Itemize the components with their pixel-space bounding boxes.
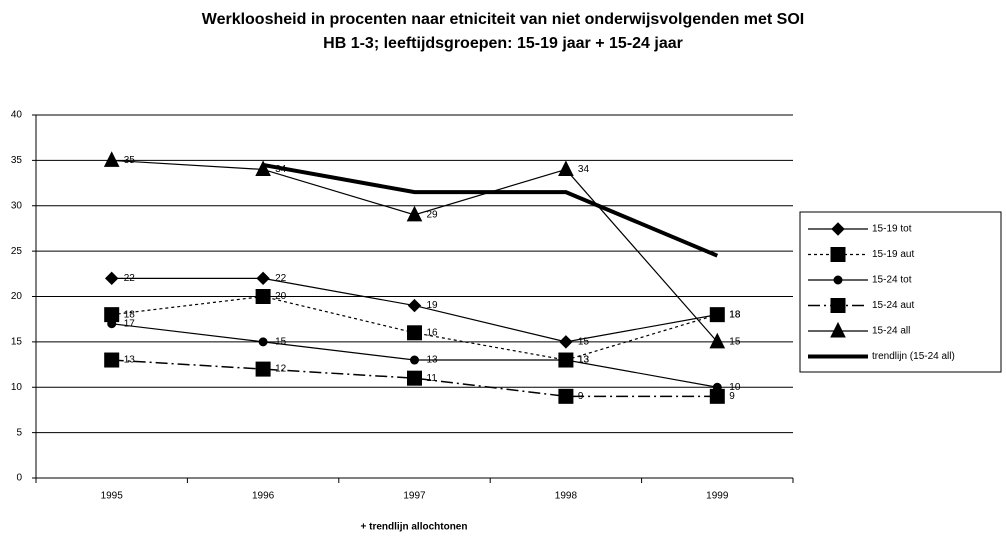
legend-box xyxy=(799,211,1002,373)
x-tick-label: 1999 xyxy=(706,491,729,502)
data-label: 13 xyxy=(578,355,590,366)
data-point xyxy=(709,388,725,404)
data-point xyxy=(255,160,271,176)
data-point xyxy=(255,361,271,377)
data-point xyxy=(104,352,120,368)
data-point xyxy=(407,298,422,313)
data-point xyxy=(407,325,422,341)
legend-marker xyxy=(831,222,845,236)
y-tick-label: 15 xyxy=(11,337,23,348)
data-label: 15 xyxy=(578,337,590,348)
x-tick-label: 1995 xyxy=(101,491,124,502)
data-label: 20 xyxy=(275,291,287,302)
legend-marker xyxy=(830,321,846,338)
data-label: 22 xyxy=(275,273,287,284)
data-label: 16 xyxy=(427,327,439,338)
y-tick-label: 5 xyxy=(16,427,22,438)
data-point xyxy=(258,337,268,347)
x-tick-label: 1997 xyxy=(403,491,426,502)
y-tick-label: 40 xyxy=(11,110,23,121)
data-point xyxy=(558,388,574,404)
legend-label: 15-19 aut xyxy=(872,249,914,260)
data-label: 18 xyxy=(729,309,741,320)
data-point xyxy=(107,319,117,329)
data-label: 11 xyxy=(427,373,438,384)
data-label: 18 xyxy=(729,309,741,320)
chart-subtitle: HB 1-3; leeftijdsgroepen: 15-19 jaar + 1… xyxy=(323,35,683,52)
legend-label: 15-24 all xyxy=(872,326,910,337)
data-label: 13 xyxy=(124,355,136,366)
y-tick-label: 30 xyxy=(11,200,23,211)
y-tick-label: 25 xyxy=(11,246,23,257)
data-label: 29 xyxy=(427,209,439,220)
data-label: 9 xyxy=(729,391,735,402)
data-label: 10 xyxy=(729,382,741,393)
data-label: 19 xyxy=(427,300,439,311)
data-point xyxy=(559,335,573,349)
data-point xyxy=(104,271,119,286)
legend-label: trendlijn (15-24 all) xyxy=(872,351,955,362)
data-point xyxy=(558,160,574,176)
legend-label: 15-24 aut xyxy=(872,300,914,311)
y-tick-label: 35 xyxy=(11,155,23,166)
data-label: 13 xyxy=(578,355,590,366)
legend-label: 15-24 tot xyxy=(872,275,912,286)
data-label: 17 xyxy=(124,318,136,329)
data-label: 22 xyxy=(124,273,136,284)
data-point xyxy=(709,332,726,349)
y-tick-label: 10 xyxy=(11,382,23,393)
data-label: 15 xyxy=(729,337,741,348)
data-label: 12 xyxy=(275,364,287,375)
legend-marker xyxy=(830,247,846,262)
legend-marker xyxy=(833,275,843,285)
data-point xyxy=(256,271,270,286)
data-point xyxy=(406,205,423,222)
data-label: 15 xyxy=(275,337,287,348)
data-label: 34 xyxy=(578,164,590,175)
x-tick-label: 1998 xyxy=(555,491,578,502)
data-point xyxy=(561,355,571,365)
x-axis-label: + trendlijn allochtonen xyxy=(361,522,468,533)
legend-marker xyxy=(830,298,846,313)
data-label: 18 xyxy=(124,309,136,320)
series-line xyxy=(262,162,719,258)
data-label: 13 xyxy=(427,355,439,366)
data-point xyxy=(407,370,422,386)
y-tick-label: 0 xyxy=(16,473,22,484)
data-label: 9 xyxy=(578,391,584,402)
data-label: 35 xyxy=(124,155,136,166)
data-point xyxy=(410,355,419,365)
data-point xyxy=(103,151,120,167)
data-point xyxy=(255,289,271,304)
chart-title: Werkloosheid in procenten naar etnicitei… xyxy=(202,11,805,28)
data-point xyxy=(709,307,725,323)
legend-label: 15-19 tot xyxy=(872,224,912,235)
x-tick-label: 1996 xyxy=(252,491,275,502)
y-tick-label: 20 xyxy=(11,291,23,302)
